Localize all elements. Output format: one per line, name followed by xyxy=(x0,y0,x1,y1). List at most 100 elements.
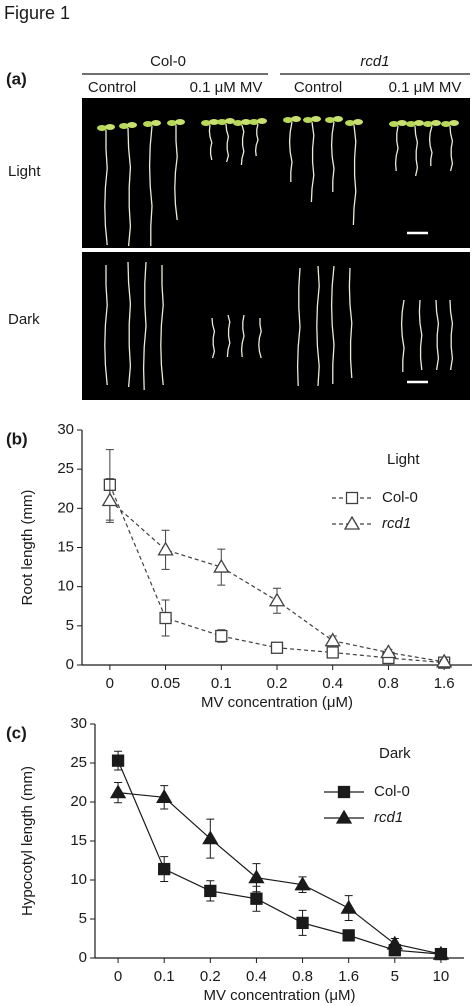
treatment-label: Control xyxy=(294,79,342,96)
cotyledon xyxy=(257,118,267,124)
cotyledon xyxy=(406,121,416,127)
genotype-label: rcd1 xyxy=(360,53,389,70)
y-tick-label: 5 xyxy=(79,910,87,927)
cotyledon xyxy=(119,123,129,129)
cotyledon xyxy=(233,120,243,126)
seedling-root xyxy=(435,299,440,371)
marker xyxy=(159,611,172,625)
x-tick-label: 0.8 xyxy=(378,675,399,692)
cotyledon xyxy=(333,116,343,122)
x-tick-label: 1.6 xyxy=(434,675,455,692)
seedling-root xyxy=(211,317,216,359)
cotyledon xyxy=(127,122,137,128)
seedling-root xyxy=(142,261,147,391)
cotyledon xyxy=(397,120,407,126)
marker xyxy=(432,945,450,960)
marker xyxy=(337,785,351,799)
figure-title: Figure 1 xyxy=(4,3,70,23)
marker xyxy=(380,644,397,659)
cotyledon xyxy=(97,125,107,131)
marker xyxy=(268,592,286,607)
cotyledon xyxy=(241,119,251,125)
seedling-root xyxy=(258,318,262,359)
y-tick-label: 15 xyxy=(70,832,87,849)
seedling-root xyxy=(428,125,433,166)
cotyledon xyxy=(225,118,235,124)
marker xyxy=(215,629,228,643)
y-tick-label: 25 xyxy=(57,460,74,477)
legend-label: Col-0 xyxy=(374,783,410,800)
x-tick-label: 1.6 xyxy=(338,968,359,985)
cotyledon xyxy=(105,124,115,130)
x-axis-label: MV concentration (μM) xyxy=(203,987,355,1004)
seedling-root xyxy=(449,299,454,371)
seedlings xyxy=(97,116,459,391)
cotyledon xyxy=(449,120,459,126)
seedling-root xyxy=(104,130,108,246)
condition-label: Light xyxy=(8,163,41,180)
cotyledon xyxy=(217,119,227,125)
marker xyxy=(326,646,339,659)
marker xyxy=(340,899,357,914)
series-line xyxy=(109,484,445,664)
photo-light xyxy=(82,98,470,248)
x-tick-label: 10 xyxy=(433,968,450,985)
legend-title: Light xyxy=(387,451,420,468)
marker xyxy=(294,876,311,891)
marker xyxy=(101,492,118,507)
seedling-root xyxy=(449,125,454,172)
marker xyxy=(213,558,230,573)
marker xyxy=(204,884,217,898)
cotyledon xyxy=(345,120,355,126)
marker xyxy=(342,929,355,942)
x-tick-label: 0.1 xyxy=(211,675,232,692)
marker xyxy=(386,935,403,950)
marker xyxy=(343,515,361,530)
seedling-root xyxy=(127,127,132,247)
seedling-root xyxy=(127,261,132,388)
panel-label: (a) xyxy=(6,69,27,88)
marker xyxy=(157,541,174,556)
cotyledon xyxy=(291,116,301,122)
legend-label: rcd1 xyxy=(374,809,403,826)
y-tick-label: 10 xyxy=(70,871,87,888)
x-tick-label: 0 xyxy=(114,968,122,985)
seedling-root xyxy=(414,125,419,177)
cotyledon xyxy=(441,121,451,127)
seedling-root xyxy=(330,121,335,192)
seedling-root xyxy=(330,265,335,384)
x-tick-label: 0.2 xyxy=(200,968,221,985)
seedling-root xyxy=(254,123,259,157)
marker xyxy=(270,641,284,654)
marker xyxy=(250,892,263,905)
legend-label: rcd1 xyxy=(382,515,411,532)
seedling-root xyxy=(310,121,315,203)
y-tick-label: 20 xyxy=(57,499,74,516)
marker xyxy=(109,784,127,799)
seedling-root xyxy=(225,123,230,163)
cotyledon xyxy=(311,116,321,122)
seedling-root xyxy=(316,265,320,387)
cotyledon xyxy=(175,119,185,125)
y-tick-label: 0 xyxy=(79,949,87,966)
x-tick-label: 0.1 xyxy=(154,968,175,985)
seedling-root xyxy=(148,125,153,246)
seedling-root xyxy=(240,124,245,166)
photo-dark xyxy=(82,252,470,400)
seedling-root xyxy=(208,124,213,161)
treatment-label: 0.1 μM MV xyxy=(190,79,263,96)
cotyledon xyxy=(201,120,211,126)
seedling-root xyxy=(418,299,423,371)
marker xyxy=(345,491,359,505)
cotyledon xyxy=(325,117,335,123)
marker xyxy=(248,869,265,884)
marker xyxy=(158,862,171,876)
x-tick-label: 0.2 xyxy=(267,675,288,692)
y-tick-label: 0 xyxy=(66,656,74,673)
cotyledon xyxy=(431,120,441,126)
x-tick-label: 0.4 xyxy=(246,968,267,985)
marker xyxy=(335,809,353,824)
y-tick-label: 10 xyxy=(57,578,74,595)
y-tick-label: 30 xyxy=(57,421,74,438)
